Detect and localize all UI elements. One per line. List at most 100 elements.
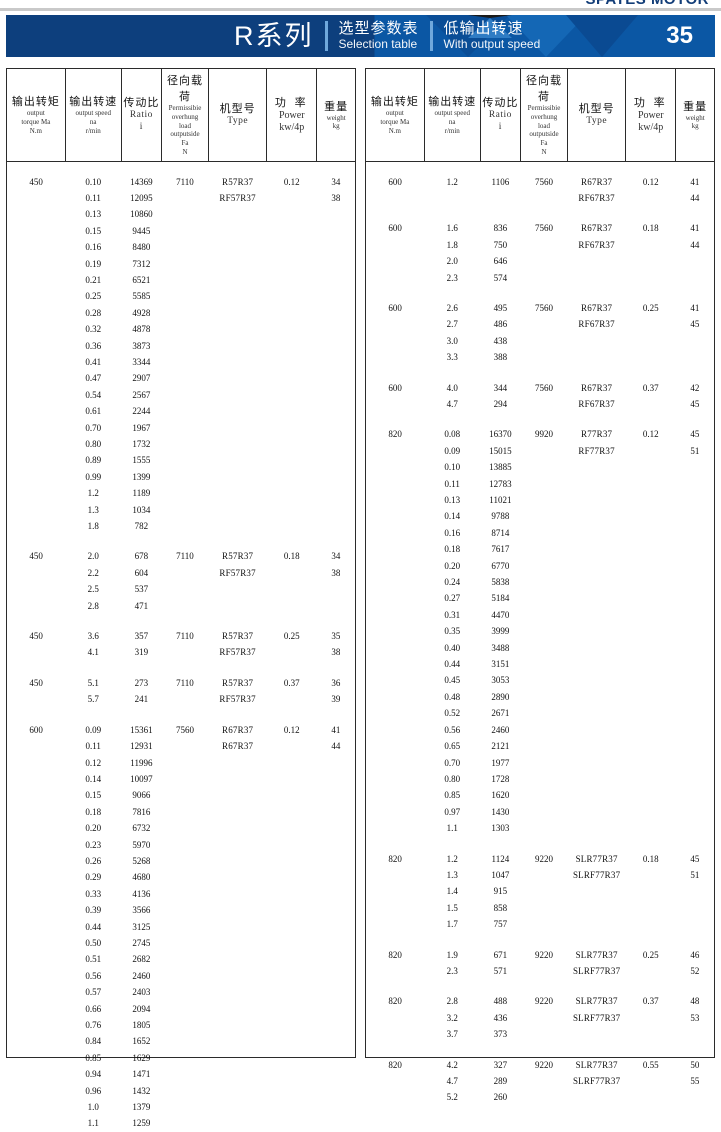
cell-power [267,644,317,660]
col-header-cn: 功 率 [633,96,668,109]
cell-power [626,349,676,365]
table-row: 1.3 1034 [7,502,355,518]
cell-ratio: 13885 [489,462,512,473]
cell-power: 0.12 [642,176,659,187]
cell-type [209,1066,267,1082]
cell-weight [317,1033,355,1049]
cell-output-torque [366,590,424,606]
cell-ratio: 3999 [491,626,510,637]
cell-output-speed: 4.7 [446,1076,458,1086]
cell-output-speed: 0.76 [85,1020,102,1030]
cell-ratio: 1303 [491,823,510,834]
cell-output-speed: 0.10 [85,176,102,187]
cell-ratio: 1259 [132,1118,151,1129]
cell-output-torque [366,492,424,508]
cell-weight [317,804,355,820]
table-row: 5.7 241 RF57R37 39 [7,691,355,707]
cell-overhung-load: 7560 [534,223,553,234]
spacer-cell [7,534,65,548]
cell-power [626,396,676,412]
cell-weight: 51 [690,869,700,880]
cell-type [209,272,267,288]
output-speed-cn: 低输出转速 [443,20,524,38]
spacer-cell [267,161,317,174]
cell-ratio: 3053 [491,675,510,686]
spacer-cell [568,837,626,851]
cell-power: 0.37 [642,382,659,393]
table-row: 0.76 1805 [7,1017,355,1033]
col-header-cn: 输出转速 [69,96,118,109]
cell-power [267,223,317,239]
cell-weight: 35 [331,631,341,642]
cell-weight [317,1099,355,1115]
cell-output-torque [366,656,424,672]
spacer-cell [480,206,520,220]
block-spacer-row [366,366,714,380]
table-row: 0.40 3488 [366,640,714,656]
cell-output-speed: 0.39 [85,905,102,916]
cell-power [267,403,317,419]
cell-output-torque [7,581,65,597]
cell-weight [317,787,355,803]
cell-weight [676,541,714,557]
cell-type [209,1033,267,1049]
cell-overhung-load [520,574,567,590]
cell-weight [676,883,714,899]
cell-output-speed: 0.29 [85,872,102,883]
cell-power [267,190,317,206]
cell-overhung-load [161,272,208,288]
cell-power: 0.18 [642,223,659,234]
cell-overhung-load [161,1099,208,1115]
cell-output-torque [7,984,65,1000]
table-row: 1.3 1047 SLRF77R37 51 [366,867,714,883]
spacer-cell [568,161,626,174]
cell-weight [317,502,355,518]
cell-ratio: 9788 [491,511,510,522]
cell-output-speed: 0.15 [85,790,102,801]
spacer-cell [568,366,626,380]
cell-overhung-load [520,316,567,332]
col-header-6: 重量 weight kg [675,69,714,162]
cell-output-speed: 1.2 [87,488,99,499]
cell-power [267,321,317,337]
cell-power [267,738,317,754]
cell-power [626,820,676,836]
cell-weight [317,1050,355,1066]
cell-ratio: 486 [493,319,508,330]
cell-output-torque [7,738,65,754]
cell-weight [676,689,714,705]
cell-power [626,190,676,206]
cell-weight: 51 [690,445,700,456]
cell-power [626,1073,676,1089]
cell-output-speed: 4.0 [446,382,458,393]
spacer-cell [424,979,480,993]
cell-output-torque [7,820,65,836]
cell-weight [317,288,355,304]
cell-output-torque [366,820,424,836]
cell-type [568,476,626,492]
spacer-cell [121,661,161,675]
cell-output-speed: 2.0 [87,551,99,562]
cell-output-speed: 0.56 [85,970,102,981]
cell-power [626,883,676,899]
cell-ratio: 488 [493,996,508,1007]
cell-weight [317,1083,355,1099]
cell-power [626,525,676,541]
col-header-en: Ratio [129,110,153,121]
page-number: 35 [666,22,693,49]
cell-overhung-load [161,644,208,660]
cell-output-speed: 2.6 [446,302,458,313]
cell-overhung-load [161,1083,208,1099]
cell-output-torque [366,640,424,656]
cell-ratio: 1471 [132,1069,151,1080]
cell-type [568,804,626,820]
cell-power [267,256,317,272]
cell-overhung-load [161,984,208,1000]
cell-output-speed: 0.15 [85,225,102,236]
cell-output-speed: 1.4 [446,886,458,897]
cell-weight [317,869,355,885]
cell-type [209,305,267,321]
cell-overhung-load [520,443,567,459]
spacer-cell [480,933,520,947]
cell-output-speed: 2.0 [446,256,458,267]
